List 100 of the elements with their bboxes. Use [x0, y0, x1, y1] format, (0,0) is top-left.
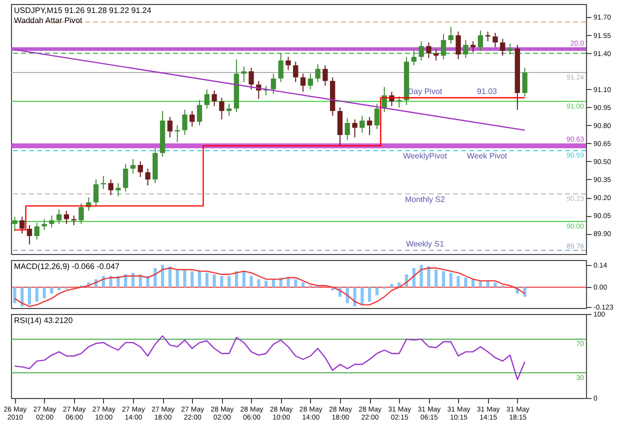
bar: [449, 272, 452, 288]
line-series: [14, 335, 526, 380]
bar: [220, 276, 224, 288]
candlestick: [49, 215, 54, 228]
candlestick: [352, 118, 358, 138]
candlestick: [130, 158, 136, 174]
candlestick: [190, 110, 195, 128]
annotation: Week Pivot: [466, 152, 508, 161]
candlestick: [366, 116, 372, 136]
bar: [427, 266, 430, 288]
annotation: 91.03: [476, 86, 498, 96]
candlestick: [396, 96, 402, 108]
candlestick: [492, 32, 498, 48]
candlestick: [500, 38, 506, 56]
candlestick: [100, 175, 106, 190]
candlestick: [278, 52, 284, 83]
bar: [242, 271, 246, 288]
candlestick: [470, 40, 476, 53]
candlestick: [286, 56, 291, 71]
bar: [28, 287, 32, 305]
bar: [250, 276, 253, 288]
candlestick: [212, 90, 217, 107]
candlestick: [204, 88, 210, 110]
bar: [50, 287, 54, 294]
candlestick: [108, 178, 114, 196]
candlestick: [463, 40, 468, 59]
candlestick: [315, 64, 320, 83]
bar: [390, 284, 394, 288]
candlestick: [196, 100, 202, 126]
chart-title: RSI(14) 43.2120: [14, 316, 74, 325]
candlestick: [219, 97, 224, 120]
candlestick: [145, 168, 150, 186]
bar: [190, 271, 194, 288]
candlestick: [344, 118, 350, 140]
candlestick: [300, 73, 306, 92]
bar: [294, 279, 298, 288]
bar: [42, 287, 46, 298]
bar: [434, 270, 438, 288]
candlestick: [322, 64, 328, 86]
bar: [368, 287, 372, 302]
candlestick: [42, 218, 47, 230]
candlestick: [522, 67, 528, 98]
candlestick: [440, 34, 446, 60]
candlestick: [167, 116, 173, 138]
chart-title: MACD(12,26,9) -0.066 -0.047: [14, 262, 120, 271]
bar: [353, 287, 356, 306]
bar: [205, 272, 208, 288]
bar: [198, 271, 202, 288]
candlestick: [20, 216, 25, 234]
bar: [523, 287, 526, 297]
candlestick: [182, 109, 188, 136]
candlestick: [26, 224, 32, 245]
annotation: Monthly S2: [404, 194, 446, 204]
candlestick: [507, 43, 513, 55]
bar: [494, 282, 497, 288]
candlestick: [64, 210, 70, 224]
candlestick: [123, 163, 128, 192]
candlestick: [226, 103, 232, 116]
candlestick: [374, 103, 380, 130]
bar: [176, 270, 179, 288]
candlestick: [360, 115, 365, 134]
annotation: WeeklyPivot: [403, 152, 448, 161]
candlestick: [270, 73, 276, 95]
bar: [228, 276, 231, 288]
candlestick: [34, 222, 40, 240]
candlestick: [78, 203, 84, 224]
text: Waddah Attar Pivot: [14, 16, 83, 25]
bar: [301, 282, 305, 288]
bar: [257, 279, 260, 288]
candlestick: [116, 182, 121, 197]
bar: [183, 270, 186, 288]
bar: [58, 287, 61, 290]
bar: [456, 276, 460, 288]
bar: [286, 278, 290, 288]
candlestick: [418, 40, 424, 61]
candlestick: [426, 42, 432, 59]
candlestick: [56, 209, 62, 224]
chart-title: USDJPY,M15 91.26 91.28 91.22 91.24: [14, 6, 152, 15]
candlestick: [71, 215, 76, 226]
candlestick: [448, 26, 454, 44]
candlestick: [138, 160, 143, 178]
candlestick: [12, 216, 18, 232]
bar: [13, 287, 16, 304]
annotation: Weekly S1: [406, 239, 445, 248]
bar: [212, 274, 216, 288]
candlestick: [478, 30, 484, 52]
bar: [360, 287, 364, 305]
candlestick: [456, 31, 461, 60]
bar: [264, 280, 268, 288]
candlestick: [411, 50, 416, 66]
bar: [464, 278, 468, 288]
candlestick: [174, 124, 180, 143]
bar: [375, 287, 378, 296]
bar: [442, 271, 446, 288]
bar: [35, 287, 38, 302]
bar: [20, 287, 24, 306]
candlestick: [93, 178, 99, 206]
candlestick: [248, 67, 254, 90]
candlestick: [308, 73, 313, 90]
candlestick: [293, 61, 298, 83]
